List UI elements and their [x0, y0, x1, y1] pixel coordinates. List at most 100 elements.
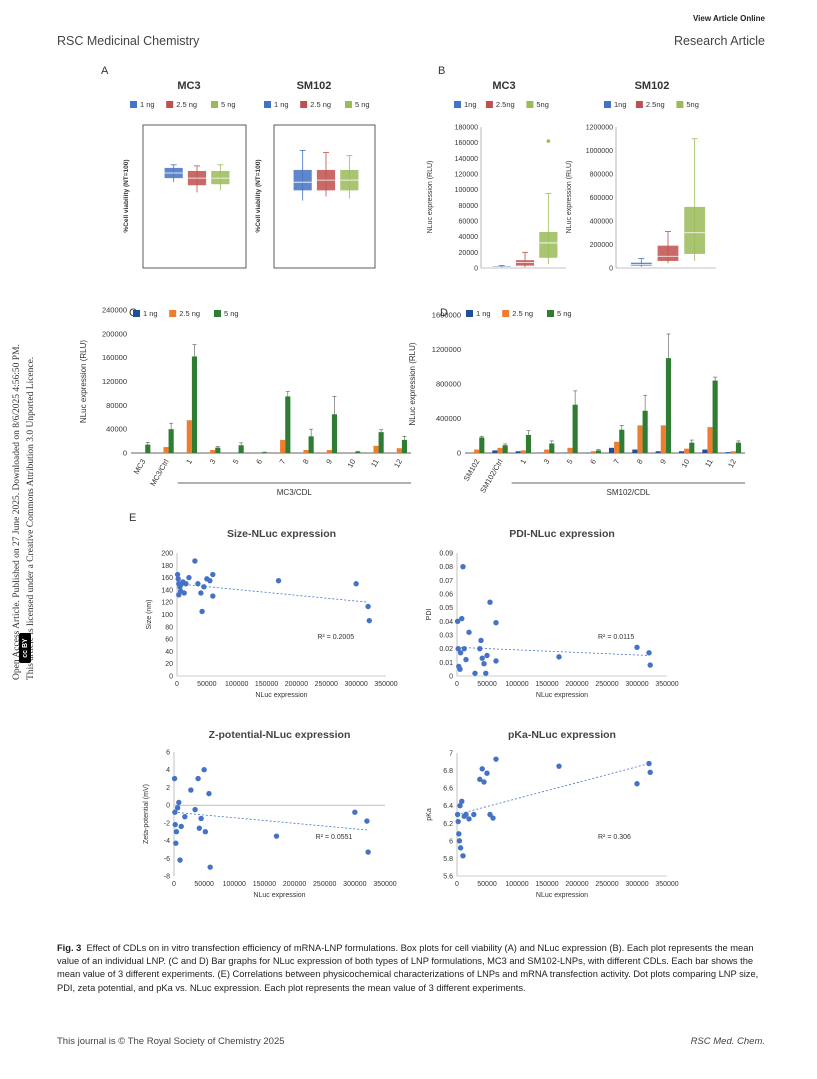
tick-C-0: 0: [123, 449, 127, 458]
point-E-size-10: [195, 581, 201, 587]
bar-C-6-1: [280, 439, 286, 453]
b-mc3-y-tick-4: 80000: [459, 203, 479, 210]
point-E-pka-1: [455, 818, 461, 825]
legend-A-MC3-label-0: 1 ng: [140, 100, 155, 109]
xlabel-D-2: 1: [518, 458, 528, 466]
point-E-zeta-22: [365, 849, 371, 855]
bar-D-11-0: [725, 452, 731, 453]
point-E-pdi-1: [455, 645, 461, 652]
bar-D-9-2: [689, 442, 695, 453]
b-mc3-y-tick-1: 20000: [459, 250, 479, 257]
ytick-E-size-4: 80: [165, 624, 173, 631]
box-A-MC3-2: [211, 170, 230, 185]
ytick-E-pka-2: 6: [449, 838, 453, 845]
legend-B-MC3-label-0: 1ng: [464, 100, 477, 109]
view-article-online-link[interactable]: View Article Online: [692, 14, 765, 23]
xtick-E-size-0: 0: [175, 681, 179, 688]
legend-B-SM102-label-2: 5ng: [686, 100, 699, 109]
point-E-pdi-5: [459, 615, 465, 622]
xlabel-D-8: 9: [658, 458, 668, 466]
point-E-zeta-12: [195, 775, 201, 782]
bar-C-5-2: [261, 452, 268, 453]
point-E-size-8: [186, 574, 192, 581]
tick-C-5: 200000: [102, 329, 127, 338]
panel-label-a: A: [101, 65, 109, 77]
ylabel-D: NLuc expression (RLU): [408, 342, 417, 425]
ytick-E-pka-1: 5.8: [443, 856, 453, 863]
bar-D-8-2: [665, 358, 672, 453]
chart-title-E-pka: pKa-NLuc expression: [508, 729, 616, 741]
point-E-zeta-10: [188, 787, 194, 793]
point-E-zeta-6: [176, 799, 182, 806]
b-mc3-y-tick-5: 100000: [455, 187, 478, 194]
xtick-E-zeta-0: 0: [172, 881, 176, 888]
tick-D-2: 800000: [436, 380, 461, 389]
group-label-C: MC3/CDL: [277, 488, 313, 497]
bar-C-1-2: [168, 429, 174, 453]
point-E-pka-7: [460, 853, 466, 859]
ytick-E-pdi-2: 0.02: [439, 646, 453, 653]
xtick-E-size-4: 200000: [285, 681, 308, 688]
ytick-E-size-2: 40: [165, 649, 173, 656]
tick-D-4: 1600000: [432, 311, 461, 320]
legend-B-SM102-swatch-1: [635, 101, 643, 108]
bar-D-7-1: [637, 425, 643, 453]
bar-C-7-2: [308, 436, 314, 453]
ylabel-C: NLuc expression (RLU): [79, 340, 88, 423]
r2-E-pka: R² = 0.306: [598, 834, 631, 841]
bar-D-2-2: [525, 434, 532, 453]
xlabel-D-7: 8: [635, 458, 645, 466]
point-E-pka-11: [471, 811, 477, 818]
xlabel-D-1: SM102/Ctrl: [478, 457, 505, 494]
figure-caption: Fig. 3 Effect of CDLs on in vitro transf…: [57, 942, 765, 995]
xlabel-D-9: 10: [679, 458, 691, 470]
b-sm102-y-tick-2: 400000: [590, 219, 613, 226]
point-E-pka-19: [556, 763, 562, 769]
point-E-zeta-11: [192, 806, 198, 813]
legend-D-swatch-1: [502, 310, 510, 317]
legend-A-SM102-swatch-2: [345, 101, 352, 108]
ytick-E-pka-5: 6.6: [443, 786, 453, 793]
trendline-E-zeta: [173, 811, 367, 831]
point-E-pdi-4: [457, 650, 464, 656]
ytick-E-size-1: 20: [165, 661, 173, 668]
bar-C-10-1: [373, 445, 379, 453]
ytick-E-zeta-4: 0: [166, 803, 170, 810]
point-E-pdi-10: [472, 670, 478, 676]
bar-D-6-1: [614, 441, 620, 453]
b-mc3-y-tick-8: 160000: [455, 140, 478, 147]
point-E-size-19: [353, 581, 359, 587]
ytick-E-size-6: 120: [161, 600, 173, 607]
xtick-E-zeta-3: 150000: [253, 881, 276, 888]
tick-D-1: 400000: [436, 414, 461, 423]
point-E-pka-4: [457, 803, 463, 809]
point-E-zeta-19: [273, 833, 280, 839]
legend-B-SM102-label-0: 1ng: [614, 100, 627, 109]
point-E-pdi-16: [484, 652, 490, 659]
xtick-E-pka-5: 250000: [595, 881, 618, 888]
tick-D-3: 1200000: [432, 345, 461, 354]
xlabel-E-zeta: NLuc expression: [253, 892, 305, 899]
xlabel-C-7: 8: [301, 458, 311, 466]
xlabel-D-4: 5: [565, 458, 575, 466]
ylabel-E-pdi: PDI: [426, 609, 433, 621]
article-type: Research Article: [673, 34, 765, 48]
legend-A-MC3-swatch-2: [211, 101, 218, 108]
point-E-pdi-20: [556, 654, 562, 660]
legend-A-SM102-swatch-0: [264, 101, 271, 108]
panel-label-e: E: [129, 512, 136, 524]
ytick-E-size-5: 100: [161, 612, 173, 619]
xlabel-C-5: 6: [254, 458, 264, 466]
point-E-zeta-1: [172, 809, 178, 815]
point-E-zeta-17: [206, 790, 212, 797]
point-E-pdi-11: [477, 645, 483, 652]
bar-C-4-2: [238, 445, 244, 453]
xlabel-E-pka: NLuc expression: [536, 892, 588, 899]
point-E-pdi-15: [483, 670, 489, 676]
xtick-E-zeta-7: 350000: [373, 881, 396, 888]
ylabel-b-mc3: NLuc expression (RLU): [427, 161, 434, 234]
point-E-zeta-16: [202, 829, 209, 835]
point-E-size-20: [365, 603, 371, 610]
point-E-pka-22: [647, 769, 653, 776]
bar-C-8-1: [326, 450, 332, 453]
